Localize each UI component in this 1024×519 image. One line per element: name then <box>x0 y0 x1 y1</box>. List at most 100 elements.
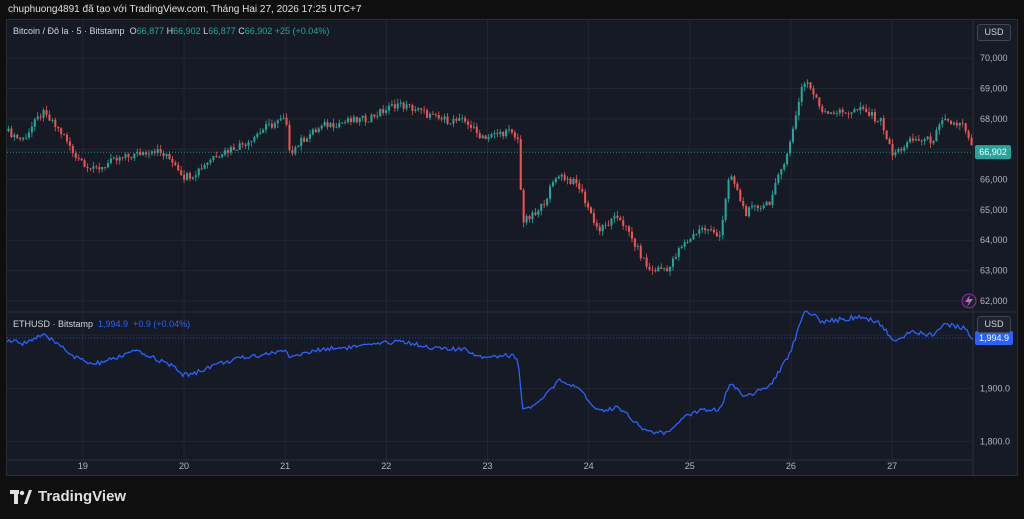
btc-candle[interactable] <box>616 215 619 218</box>
btc-candle[interactable] <box>51 119 54 121</box>
btc-candle[interactable] <box>226 150 230 153</box>
btc-candle[interactable] <box>142 152 145 155</box>
btc-candle[interactable] <box>768 201 771 206</box>
btc-candle[interactable] <box>449 123 452 125</box>
btc-candle[interactable] <box>279 118 282 121</box>
btc-candle[interactable] <box>232 147 235 150</box>
btc-candle[interactable] <box>426 110 429 118</box>
eth-currency-button[interactable]: USD <box>977 316 1011 333</box>
btc-candle[interactable] <box>642 257 645 259</box>
btc-candle[interactable] <box>180 170 183 175</box>
btc-candle[interactable] <box>317 128 320 133</box>
btc-candle[interactable] <box>156 149 159 153</box>
btc-candle[interactable] <box>750 206 754 208</box>
btc-candle[interactable] <box>60 128 63 134</box>
btc-candle[interactable] <box>48 114 51 121</box>
btc-candle[interactable] <box>30 126 33 133</box>
btc-candle[interactable] <box>712 229 715 233</box>
btc-candle[interactable] <box>961 122 964 124</box>
btc-candle[interactable] <box>510 129 513 133</box>
btc-candle[interactable] <box>958 122 961 126</box>
btc-candle[interactable] <box>704 227 707 231</box>
btc-candle[interactable] <box>502 131 505 137</box>
btc-candle[interactable] <box>508 129 511 131</box>
btc-candle[interactable] <box>373 114 376 117</box>
btc-candle[interactable] <box>499 131 502 135</box>
btc-candle[interactable] <box>806 82 809 84</box>
btc-candle[interactable] <box>897 148 900 153</box>
btc-candle[interactable] <box>873 112 876 122</box>
btc-candle[interactable] <box>695 233 698 235</box>
btc-candle[interactable] <box>789 141 792 154</box>
btc-candle[interactable] <box>481 135 484 139</box>
btc-candle[interactable] <box>273 123 276 128</box>
btc-candle[interactable] <box>77 157 80 159</box>
btc-candle[interactable] <box>595 222 598 227</box>
btc-candle[interactable] <box>587 203 590 208</box>
btc-candle[interactable] <box>715 232 718 237</box>
btc-candle[interactable] <box>221 154 224 158</box>
btc-candle[interactable] <box>876 121 879 122</box>
btc-candle[interactable] <box>868 111 871 116</box>
btc-candle[interactable] <box>745 206 748 217</box>
btc-candle[interactable] <box>534 212 537 215</box>
btc-candle[interactable] <box>136 151 139 154</box>
btc-candle[interactable] <box>584 191 587 204</box>
btc-candle[interactable] <box>33 119 36 127</box>
btc-candle[interactable] <box>742 201 745 207</box>
btc-candle[interactable] <box>639 246 642 259</box>
btc-candle[interactable] <box>25 137 28 139</box>
btc-candle[interactable] <box>663 268 666 270</box>
btc-candle[interactable] <box>777 174 780 183</box>
btc-candle[interactable] <box>730 176 733 180</box>
btc-currency-button[interactable]: USD <box>977 24 1011 41</box>
btc-candle[interactable] <box>19 138 22 140</box>
btc-candle[interactable] <box>680 246 683 249</box>
btc-candle[interactable] <box>338 122 341 128</box>
btc-candle[interactable] <box>543 204 546 205</box>
btc-candle[interactable] <box>578 183 581 189</box>
btc-candle[interactable] <box>914 139 917 141</box>
btc-candle[interactable] <box>326 122 329 127</box>
btc-candle[interactable] <box>112 157 115 159</box>
btc-candle[interactable] <box>98 167 101 170</box>
btc-candle[interactable] <box>519 139 522 190</box>
btc-candle[interactable] <box>467 121 470 125</box>
btc-candle[interactable] <box>862 106 865 109</box>
btc-candle[interactable] <box>71 145 74 153</box>
btc-candle[interactable] <box>16 134 19 139</box>
btc-candle[interactable] <box>385 110 388 114</box>
btc-candle[interactable] <box>282 117 285 119</box>
btc-candle[interactable] <box>203 164 206 169</box>
btc-candle[interactable] <box>7 128 10 132</box>
btc-candle[interactable] <box>630 231 633 239</box>
btc-candle[interactable] <box>285 117 288 125</box>
btc-candle[interactable] <box>490 134 493 138</box>
btc-candle[interactable] <box>300 137 303 147</box>
btc-candle[interactable] <box>774 182 777 195</box>
btc-candle[interactable] <box>92 166 95 169</box>
btc-candle[interactable] <box>859 106 862 111</box>
btc-candle[interactable] <box>701 227 704 230</box>
btc-candle[interactable] <box>809 82 812 89</box>
btc-candle[interactable] <box>417 108 420 110</box>
btc-candle[interactable] <box>698 229 701 234</box>
btc-candle[interactable] <box>791 128 794 142</box>
btc-candle[interactable] <box>827 111 830 114</box>
btc-candle[interactable] <box>724 199 727 220</box>
btc-candle[interactable] <box>689 239 692 242</box>
btc-candle[interactable] <box>832 112 835 114</box>
btc-candle[interactable] <box>566 178 569 180</box>
eth-price-line[interactable] <box>7 310 974 436</box>
btc-candle[interactable] <box>159 149 162 153</box>
btc-candle[interactable] <box>941 120 944 125</box>
btc-candle[interactable] <box>387 105 391 111</box>
btc-candle[interactable] <box>950 120 953 125</box>
btc-candle[interactable] <box>434 114 437 116</box>
btc-candle[interactable] <box>692 234 695 240</box>
btc-candle[interactable] <box>452 118 455 124</box>
btc-candle[interactable] <box>935 130 938 142</box>
btc-candle[interactable] <box>57 126 60 129</box>
btc-candle[interactable] <box>528 216 531 220</box>
btc-candle[interactable] <box>440 118 443 120</box>
